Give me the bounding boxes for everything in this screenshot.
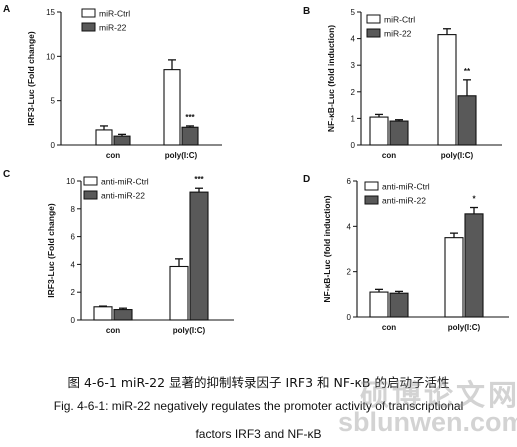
bar: [169, 265, 189, 321]
x-tick-label: poly(I:C): [173, 326, 206, 335]
y-tick-label: 4: [71, 260, 76, 269]
bar: [95, 129, 113, 146]
significance-marker: **: [464, 67, 471, 76]
caption-chinese: 图 4-6-1 miR-22 显著的抑制转录因子 IRF3 和 NF-κB 的启…: [67, 375, 450, 390]
bar: [113, 309, 133, 321]
y-tick-label: 2: [351, 88, 356, 97]
legend-swatch: [83, 190, 98, 200]
bar: [444, 237, 464, 318]
legend-label: miR-22: [384, 29, 412, 39]
legend-swatch: [81, 8, 96, 18]
legend-label: miR-22: [99, 23, 127, 33]
significance-marker: *: [472, 195, 476, 204]
legend-label: anti-miR-Ctrl: [101, 177, 149, 187]
legend-swatch: [83, 176, 98, 186]
panel-label: A: [3, 4, 10, 15]
y-tick-label: 6: [71, 233, 76, 242]
y-axis-title: NF-κB-Luc (fold induction): [326, 25, 336, 132]
legend-label: miR-Ctrl: [99, 9, 130, 19]
chart-panel-b: B 0 1 2 3 4 5 NF-κB-Luc (fold induction) con poly…: [303, 6, 502, 160]
x-tick-label: poly(I:C): [441, 151, 474, 160]
bar: [437, 34, 457, 146]
panel-label: B: [303, 6, 310, 17]
bar: [189, 191, 209, 321]
y-tick-label: 0: [71, 316, 76, 325]
caption-english-line1: Fig. 4-6-1: miR-22 negatively regulates …: [53, 399, 464, 413]
bar: [389, 120, 409, 146]
legend-swatch: [366, 28, 381, 38]
x-tick-label: con: [106, 326, 120, 335]
y-tick-label: 4: [347, 222, 352, 231]
y-tick-label: 5: [51, 97, 56, 106]
chart-panel-d: D 0 2 4 6 NF-κB-Luc (fold induction) con poly(I…: [303, 174, 509, 332]
y-tick-label: 5: [351, 8, 356, 17]
bar: [464, 213, 484, 318]
bar: [163, 69, 181, 146]
legend-swatch: [364, 195, 379, 205]
y-axis-title: IRF3-Luc (Fold change): [26, 31, 36, 126]
legend-swatch: [366, 14, 381, 24]
chart-panel-a: A 0 5 10 15 IRF3-Luc (Fold change) con poly(I:C…: [3, 4, 222, 160]
y-tick-label: 6: [347, 177, 352, 186]
x-tick-label: poly(I:C): [165, 151, 198, 160]
panel-label: D: [303, 174, 310, 185]
y-tick-label: 2: [71, 288, 76, 297]
y-axis-title: NF-κB-Luc (fold induction): [322, 195, 332, 302]
x-tick-label: poly(I:C): [448, 323, 481, 332]
legend-label: anti-miR-22: [382, 196, 426, 206]
y-tick-label: 8: [71, 205, 76, 214]
x-tick-label: con: [382, 151, 396, 160]
legend-label: anti-miR-Ctrl: [382, 182, 430, 192]
bar: [93, 306, 113, 321]
y-tick-label: 0: [347, 313, 352, 322]
legend-swatch: [81, 22, 96, 32]
legend-label: anti-miR-22: [101, 191, 145, 201]
bar: [457, 95, 477, 146]
bar: [113, 135, 131, 146]
y-tick-label: 10: [66, 177, 75, 186]
y-tick-label: 15: [46, 8, 55, 17]
significance-marker: ***: [185, 113, 195, 122]
y-tick-label: 10: [46, 52, 55, 61]
significance-marker: ***: [194, 175, 204, 184]
legend-label: miR-Ctrl: [384, 15, 415, 25]
legend-swatch: [364, 181, 379, 191]
y-tick-label: 0: [51, 141, 56, 150]
y-tick-label: 4: [351, 35, 356, 44]
y-tick-label: 0: [351, 141, 356, 150]
x-tick-label: con: [382, 323, 396, 332]
bar: [369, 116, 389, 146]
y-tick-label: 2: [347, 268, 352, 277]
x-tick-label: con: [106, 151, 120, 160]
chart-panel-c: C 0 2 4 6 8 10 IRF3-Luc (Fold change) con poly(I:…: [3, 169, 234, 335]
y-axis-title: IRF3-Luc (Fold change): [46, 203, 56, 298]
caption-english-line2: factors IRF3 and NF-κB: [195, 427, 322, 441]
bar: [181, 126, 199, 146]
y-tick-label: 1: [351, 114, 356, 123]
panel-label: C: [3, 169, 10, 180]
y-tick-label: 3: [351, 61, 356, 70]
bar: [369, 291, 389, 318]
bar: [389, 292, 409, 318]
